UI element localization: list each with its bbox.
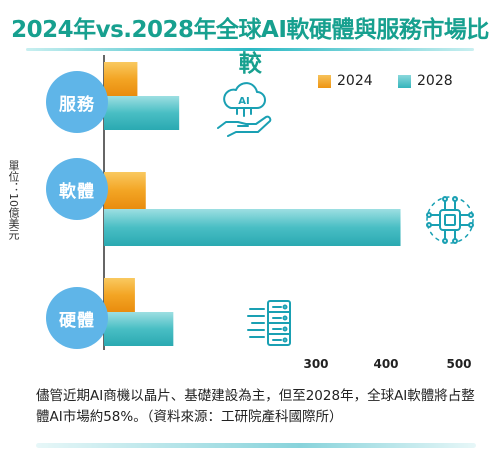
bar-software-2028 [104,209,401,246]
x-tick-400: 400 [373,357,399,371]
legend-swatch-2028 [398,74,411,88]
svg-text:AI: AI [238,96,249,107]
chart-title: 2024年vs.2028年全球AI軟硬體與服務市場比較 [11,17,489,77]
bottom-divider [36,443,476,448]
title-divider [26,48,474,51]
bar-hardware-2028 [104,312,174,346]
legend-item-2028: 2028 [398,73,453,89]
legend-label-2028: 2028 [417,73,453,89]
category-label-service: 服務 [46,71,108,133]
chip-circuit-icon [426,196,474,244]
server-rack-icon [247,300,291,346]
legend-swatch-2024 [318,74,331,88]
legend-item-2024: 2024 [318,73,373,89]
category-label-hardware: 硬體 [46,287,108,349]
bar-hardware-2024 [104,278,135,312]
bar-software-2024 [104,172,146,209]
x-tick-500: 500 [446,357,472,371]
caption-text: 儘管近期AI商機以晶片、基礎建設為主，但至2028年，全球AI軟體將占整體AI市… [36,388,475,425]
bar-service-2028 [104,96,180,130]
unit-label: 單位：10億美元 [7,160,20,240]
ai-cloud-hand-icon: AI [217,82,272,137]
x-tick-300: 300 [303,357,329,371]
bar-service-2024 [104,62,138,96]
category-label-software: 軟體 [46,158,108,220]
legend-label-2024: 2024 [337,73,373,89]
